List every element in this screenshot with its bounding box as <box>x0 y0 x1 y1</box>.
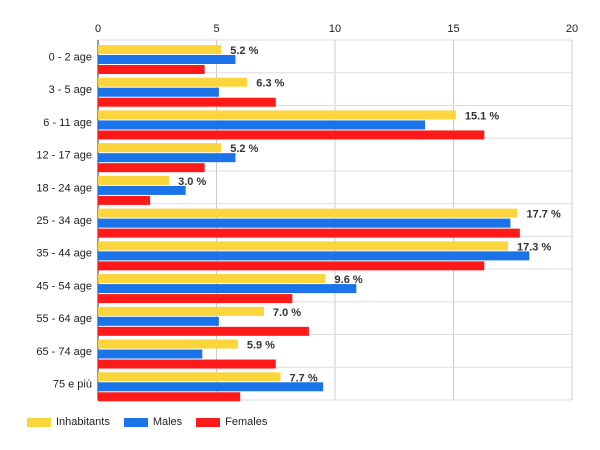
bar-females <box>98 130 485 140</box>
legend-swatch-inhabitants <box>27 417 51 427</box>
labels-layer: 0 5 10 15 20 0 - 2 age 5.2 % 3 - 5 age 6.3 % 6 - … <box>36 23 578 391</box>
y-tick-label: 35 - 44 age <box>36 248 92 260</box>
y-tick-label: 55 - 64 age <box>36 313 92 325</box>
bar-males <box>98 185 186 195</box>
bar-males <box>98 218 511 228</box>
x-tick-label: 20 <box>566 23 578 35</box>
data-label: 9.6 % <box>335 274 363 286</box>
bar-inhabitants <box>98 77 248 87</box>
bar-males <box>98 382 324 392</box>
y-tick-label: 25 - 34 age <box>36 215 92 227</box>
y-tick-label: 3 - 5 age <box>49 84 92 96</box>
bar-females <box>98 228 520 238</box>
y-tick-label: 0 - 2 age <box>49 51 92 63</box>
bar-inhabitants <box>98 372 281 382</box>
data-label: 7.0 % <box>273 307 301 319</box>
bar-females <box>98 97 276 107</box>
bars-layer <box>98 45 530 402</box>
data-label: 6.3 % <box>256 78 284 90</box>
bar-males <box>98 120 426 130</box>
x-tick-label: 5 <box>213 23 219 35</box>
bar-males <box>98 284 357 294</box>
bar-females <box>98 359 276 369</box>
bar-females <box>98 261 485 271</box>
data-label: 17.3 % <box>517 241 551 253</box>
legend-item-males[interactable]: Males <box>123 416 183 428</box>
y-tick-label: 65 - 74 age <box>36 346 92 358</box>
bar-inhabitants <box>98 306 264 316</box>
bar-inhabitants <box>98 241 509 251</box>
bar-females <box>98 294 293 304</box>
bar-inhabitants <box>98 339 238 349</box>
data-label: 5.2 % <box>230 45 258 57</box>
bar-males <box>98 55 236 64</box>
y-tick-label: 6 - 11 age <box>43 117 92 129</box>
legend-item-inhabitants[interactable]: Inhabitants <box>27 416 110 428</box>
bar-males <box>98 87 219 97</box>
x-tick-label: 10 <box>329 23 341 35</box>
data-label: 5.2 % <box>230 143 258 155</box>
bar-females <box>98 326 309 336</box>
legend-label-males: Males <box>152 416 183 428</box>
bar-inhabitants <box>98 175 170 185</box>
bar-males <box>98 316 219 326</box>
bar-males <box>98 153 236 163</box>
bar-males <box>98 251 530 261</box>
legend-swatch-males <box>123 417 148 427</box>
bar-females <box>98 392 241 402</box>
legend: Inhabitants Males Females <box>27 416 281 428</box>
bar-females <box>98 195 151 205</box>
legend-swatch-females <box>196 417 221 427</box>
data-label: 17.7 % <box>526 209 560 221</box>
y-tick-label: 75 e più <box>53 379 92 391</box>
bar-males <box>98 349 203 359</box>
bar-inhabitants <box>98 274 326 284</box>
bar-inhabitants <box>98 143 222 153</box>
y-tick-label: 12 - 17 age <box>36 150 92 162</box>
bar-inhabitants <box>98 208 518 218</box>
legend-label-inhabitants: Inhabitants <box>56 416 110 428</box>
legend-label-females: Females <box>225 416 268 428</box>
bar-inhabitants <box>98 110 456 120</box>
x-tick-label: 0 <box>95 23 101 35</box>
bar-inhabitants <box>98 45 222 54</box>
data-label: 3.0 % <box>178 176 206 188</box>
data-label: 15.1 % <box>465 110 499 122</box>
data-label: 7.7 % <box>289 372 317 384</box>
y-tick-label: 45 - 54 age <box>36 280 92 292</box>
y-tick-label: 18 - 24 age <box>36 182 92 194</box>
data-label: 5.9 % <box>247 340 275 352</box>
legend-item-females[interactable]: Females <box>196 416 267 428</box>
bar-females <box>98 163 205 173</box>
bar-females <box>98 65 205 74</box>
x-tick-label: 15 <box>447 23 459 35</box>
